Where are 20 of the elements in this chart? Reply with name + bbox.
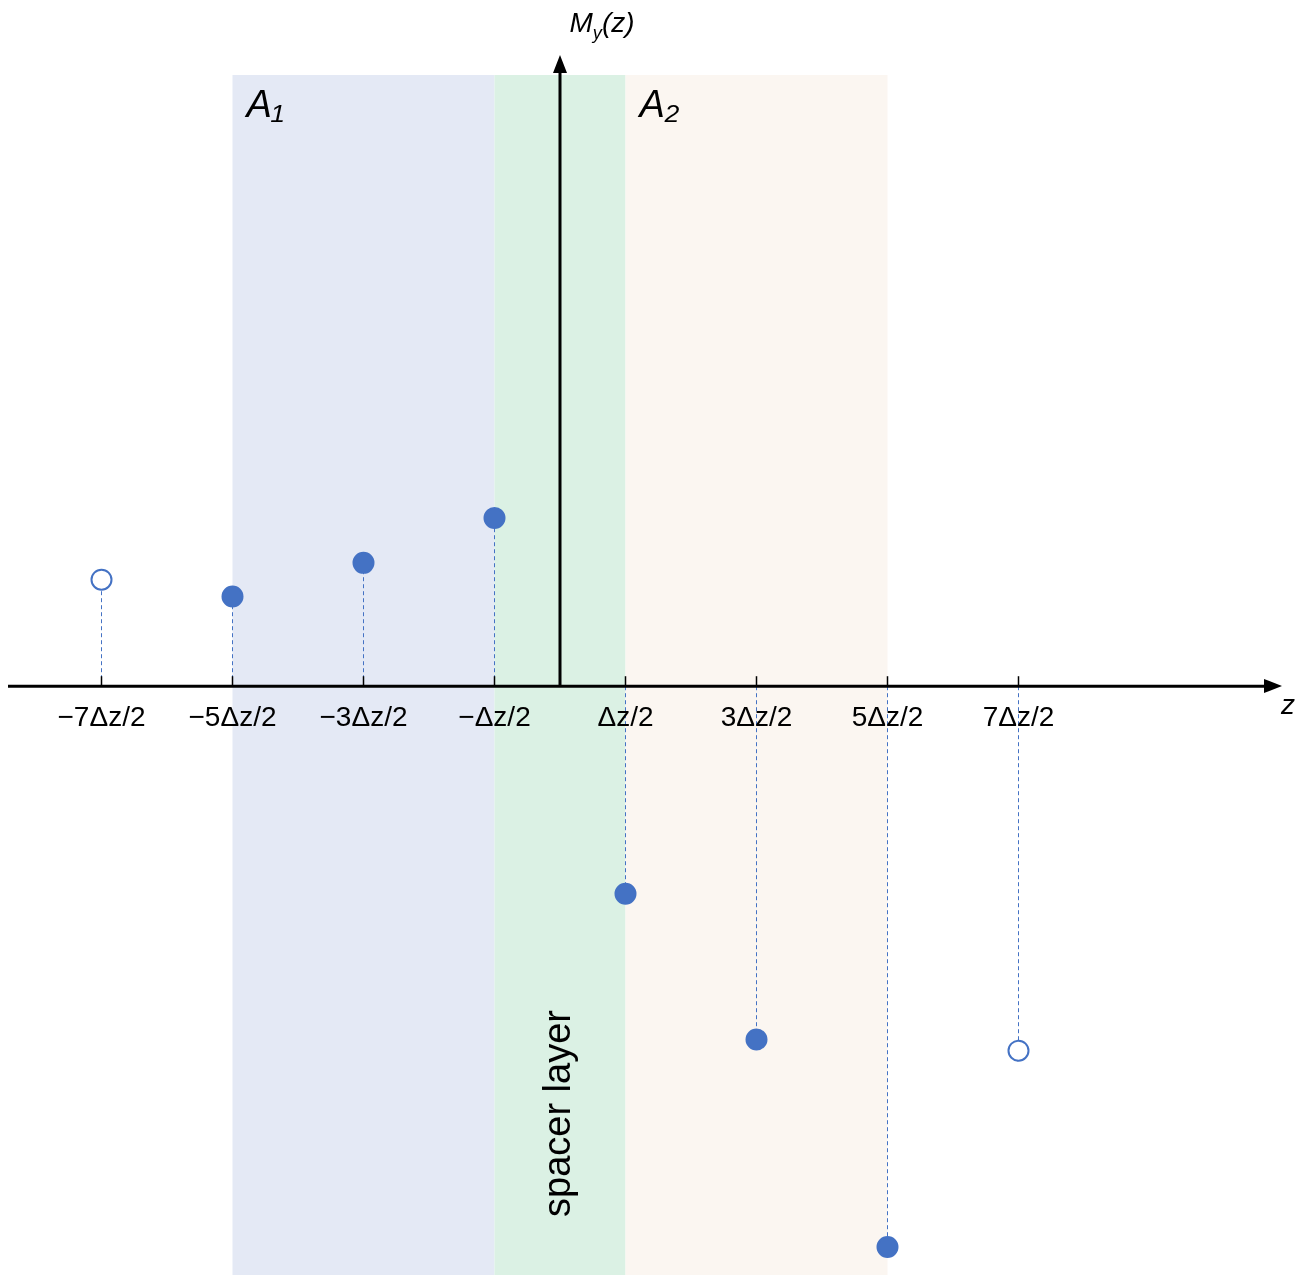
x-tick-label: −5Δz/2 bbox=[188, 700, 277, 732]
point bbox=[352, 551, 375, 574]
point bbox=[614, 882, 637, 905]
x-tick-label: −Δz/2 bbox=[458, 700, 531, 732]
band-label: spacer layer bbox=[536, 1009, 579, 1217]
band-label: A₁ bbox=[244, 82, 284, 125]
text: z bbox=[1280, 689, 1295, 721]
x-tick-label: −3Δz/2 bbox=[319, 700, 408, 732]
band-label: A₂ bbox=[637, 82, 680, 125]
point bbox=[745, 1028, 768, 1051]
point bbox=[1007, 1039, 1030, 1062]
x-tick-label: 5Δz/2 bbox=[851, 700, 924, 732]
point bbox=[221, 585, 244, 608]
point bbox=[483, 506, 506, 529]
x-tick-label: −7Δz/2 bbox=[57, 700, 146, 732]
x-tick-label: 7Δz/2 bbox=[982, 700, 1055, 732]
point bbox=[90, 568, 113, 591]
point bbox=[876, 1235, 899, 1258]
x-tick-label: 3Δz/2 bbox=[720, 700, 793, 732]
x-tick-label: Δz/2 bbox=[597, 700, 654, 732]
